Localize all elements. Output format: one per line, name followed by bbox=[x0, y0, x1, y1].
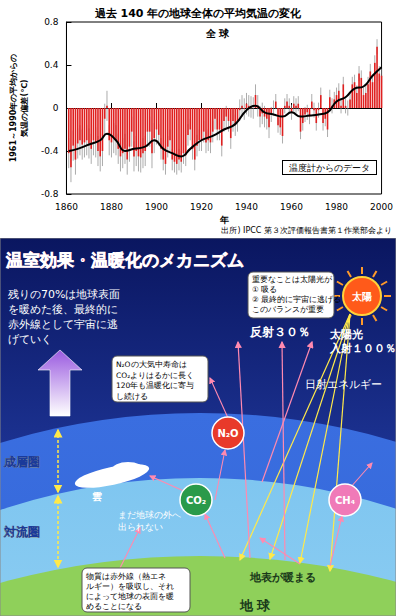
svg-text:日射エネルギー: 日射エネルギー bbox=[305, 378, 382, 391]
svg-text:② 最終的に宇宙に逃げる: ② 最終的に宇宙に逃げる bbox=[252, 295, 341, 304]
svg-text:0.4: 0.4 bbox=[44, 60, 59, 70]
svg-text:温度計からのデータ: 温度計からのデータ bbox=[289, 163, 370, 173]
svg-text:1900: 1900 bbox=[145, 202, 168, 212]
svg-text:残りの70%は地球表面: 残りの70%は地球表面 bbox=[8, 288, 120, 301]
svg-text:地 球: 地 球 bbox=[239, 598, 272, 613]
svg-text:地表が暖まる: 地表が暖まる bbox=[249, 571, 316, 584]
svg-text:1880: 1880 bbox=[100, 202, 123, 212]
svg-text:2000: 2000 bbox=[370, 202, 393, 212]
svg-text:年: 年 bbox=[219, 215, 229, 225]
svg-text:めることになる: めることになる bbox=[86, 602, 142, 611]
svg-text:1860: 1860 bbox=[55, 202, 78, 212]
svg-text:出所) IPCC 第３次評価報告書第１作業部会より: 出所) IPCC 第３次評価報告書第１作業部会より bbox=[221, 226, 392, 235]
svg-text:過去 140 年の地球全体の平均気温の変化: 過去 140 年の地球全体の平均気温の変化 bbox=[94, 7, 303, 20]
svg-text:1940: 1940 bbox=[235, 202, 258, 212]
svg-text:1980: 1980 bbox=[325, 202, 348, 212]
svg-text:0: 0 bbox=[53, 103, 59, 113]
svg-text:し続ける: し続ける bbox=[116, 392, 148, 401]
svg-text:120年も温暖化に寄与: 120年も温暖化に寄与 bbox=[116, 381, 194, 390]
svg-text:出られない: 出られない bbox=[118, 522, 163, 532]
svg-text:を暖めた後、最終的に: を暖めた後、最終的に bbox=[8, 303, 118, 316]
svg-text:によって地球の表面を暖: によって地球の表面を暖 bbox=[86, 592, 174, 601]
svg-text:N₂O: N₂O bbox=[217, 428, 238, 439]
svg-text:全 球: 全 球 bbox=[205, 28, 230, 39]
svg-text:成層圏: 成層圏 bbox=[3, 455, 40, 469]
svg-text:1961～1990年の平均からの: 1961～1990年の平均からの bbox=[9, 54, 18, 163]
svg-text:N₂Oの大気中寿命は: N₂Oの大気中寿命は bbox=[116, 360, 187, 369]
svg-text:まだ地球の外へ: まだ地球の外へ bbox=[118, 510, 181, 520]
svg-text:-0.8: -0.8 bbox=[41, 189, 59, 199]
svg-text:温室効果・温暖化のメカニズム: 温室効果・温暖化のメカニズム bbox=[5, 250, 244, 270]
svg-text:重要なことは太陽光が: 重要なことは太陽光が bbox=[252, 275, 333, 284]
svg-text:雲: 雲 bbox=[92, 491, 102, 502]
svg-text:物質は赤外線（熱エネ: 物質は赤外線（熱エネ bbox=[86, 572, 166, 581]
svg-text:太陽: 太陽 bbox=[351, 291, 372, 302]
svg-text:CH₄: CH₄ bbox=[335, 495, 355, 506]
svg-text:CO₂よりはるかに長く: CO₂よりはるかに長く bbox=[116, 371, 194, 380]
svg-text:0.8: 0.8 bbox=[44, 17, 59, 27]
svg-text:入射１００％: 入射１００％ bbox=[329, 342, 396, 355]
svg-text:反射３０％: 反射３０％ bbox=[249, 325, 310, 339]
svg-text:ルギー）を吸収し、それ: ルギー）を吸収し、それ bbox=[86, 582, 174, 591]
svg-text:1920: 1920 bbox=[190, 202, 213, 212]
svg-text:CO₂: CO₂ bbox=[186, 495, 206, 506]
svg-text:太陽光: 太陽光 bbox=[329, 328, 363, 341]
svg-text:赤外線として宇宙に逃: 赤外線として宇宙に逃 bbox=[8, 318, 118, 331]
svg-text:1960: 1960 bbox=[280, 202, 303, 212]
svg-text:このバランスが重要: このバランスが重要 bbox=[252, 305, 324, 314]
svg-text:気温の偏差(℃): 気温の偏差(℃) bbox=[20, 80, 29, 138]
svg-text:対流圏: 対流圏 bbox=[3, 525, 40, 539]
svg-text:① 吸る: ① 吸る bbox=[252, 285, 277, 294]
svg-text:-0.4: -0.4 bbox=[41, 146, 59, 156]
svg-text:げていく: げていく bbox=[8, 333, 52, 346]
